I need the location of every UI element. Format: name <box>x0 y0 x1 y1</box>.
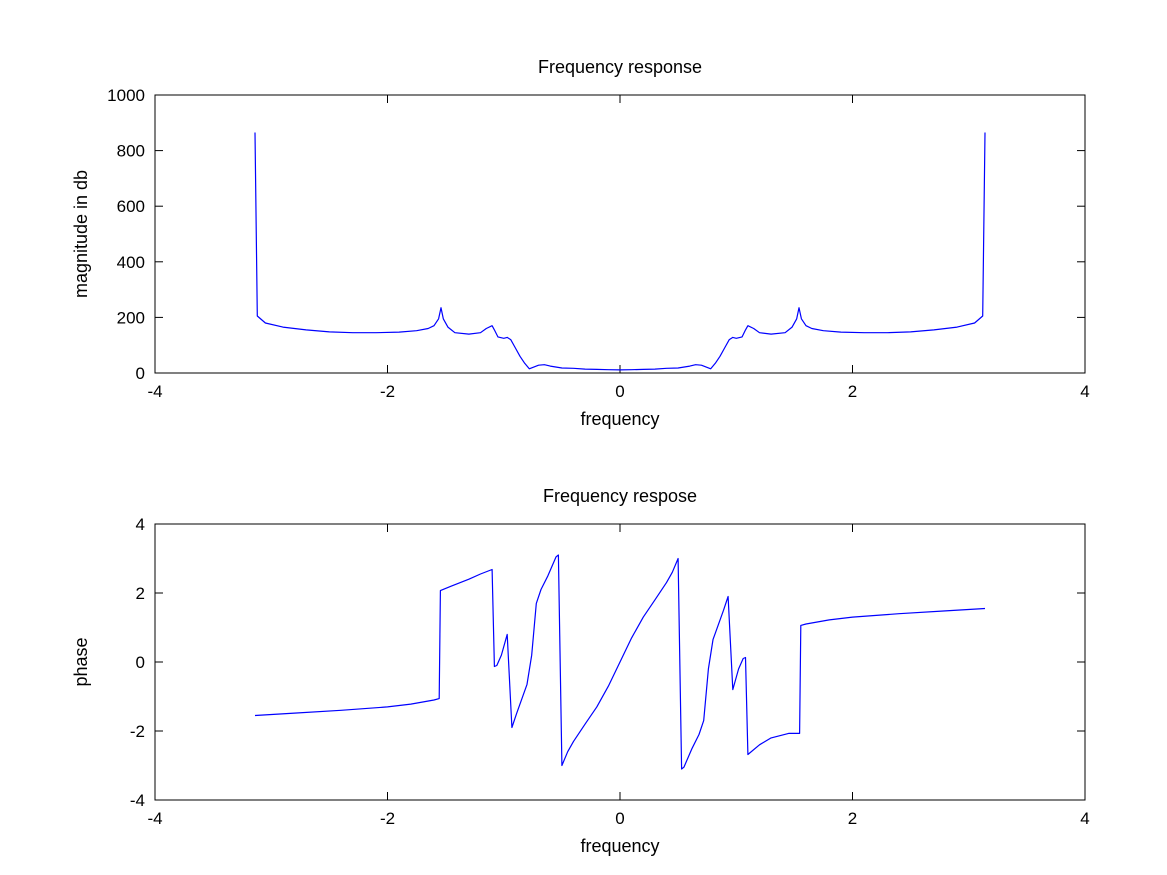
x-tick-label: -4 <box>147 382 162 401</box>
x-axis-label: frequency <box>580 836 659 856</box>
plot-title: Frequency respose <box>543 486 697 506</box>
y-tick-label: 4 <box>136 515 145 534</box>
y-tick-label: 0 <box>136 653 145 672</box>
x-tick-label: 2 <box>848 382 857 401</box>
x-axis-label: frequency <box>580 409 659 429</box>
y-tick-label: 1000 <box>107 86 145 105</box>
x-tick-label: 2 <box>848 809 857 828</box>
axes-frame <box>154 94 1086 374</box>
y-tick-label: -2 <box>130 722 145 741</box>
y-tick-label: 200 <box>117 308 145 327</box>
x-tick-label: -2 <box>380 809 395 828</box>
x-tick-label: 0 <box>615 382 624 401</box>
y-tick-label: 600 <box>117 197 145 216</box>
x-tick-label: -4 <box>147 809 162 828</box>
y-tick-label: 0 <box>136 364 145 383</box>
series-line <box>254 554 986 770</box>
x-tick-label: 0 <box>615 809 624 828</box>
y-axis-label: magnitude in db <box>71 170 91 298</box>
phase-plot: -4 -2 0 2 4 -4 -2 0 2 4 Frequency respose frequency… <box>71 486 1090 856</box>
x-tick-label: -2 <box>380 382 395 401</box>
magnitude-plot: -4 -2 0 2 4 0 200 400 600 800 1000 Frequency respon… <box>71 57 1090 429</box>
plot-title: Frequency response <box>538 57 702 77</box>
series-line <box>254 132 986 371</box>
y-tick-label: -4 <box>130 791 145 810</box>
y-tick-label: 800 <box>117 142 145 161</box>
y-tick-label: 400 <box>117 253 145 272</box>
y-axis-label: phase <box>71 637 91 686</box>
y-tick-label: 2 <box>136 584 145 603</box>
x-tick-label: 4 <box>1080 382 1089 401</box>
x-tick-label: 4 <box>1080 809 1089 828</box>
